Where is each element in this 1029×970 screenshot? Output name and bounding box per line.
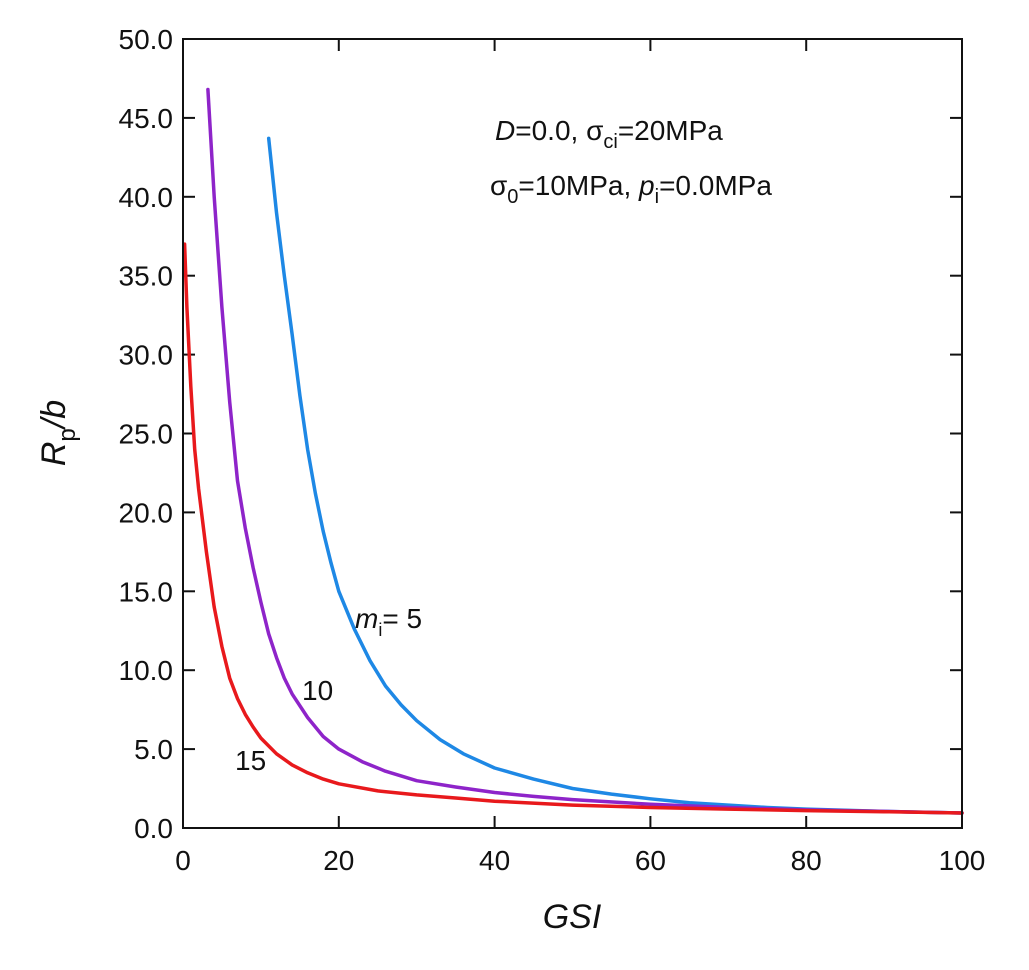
- annotation-d-value: =0.0,: [515, 115, 586, 146]
- y-axis-title-sub: p: [54, 428, 81, 441]
- y-tick-label-25: 25.0: [119, 419, 174, 450]
- series-line-mi-10: [206, 87, 964, 815]
- y-tick-label-10: 10.0: [119, 655, 174, 686]
- annotation-sigma-0-sub: 0: [507, 186, 518, 208]
- annotation-d-symbol: D: [495, 115, 515, 146]
- annotation-p-value: =0.0MPa: [659, 170, 772, 201]
- y-tick-label-50: 50.0: [119, 24, 174, 55]
- x-tick-label-0: 0: [175, 845, 191, 876]
- annotation-p-symbol: p: [638, 170, 655, 201]
- tick-labels-layer: 0 20 40 60 80 1000.05.010.015.020.025.030.035…: [119, 24, 986, 876]
- y-tick-label-15: 15.0: [119, 576, 174, 607]
- y-tick-label-35: 35.0: [119, 261, 174, 292]
- series-layer: [182, 87, 964, 815]
- series-label-mi-5: mi= 5: [355, 603, 422, 640]
- x-tick-label-40: 40: [479, 845, 510, 876]
- annotation-line-2: σ0=10MPa, pi=0.0MPa: [490, 170, 772, 208]
- y-axis-title: Rp/b: [35, 400, 81, 466]
- annotation-sigma-0-value: =10MPa,: [518, 170, 639, 201]
- annotation-sigma-0: σ: [490, 170, 507, 201]
- y-axis-title-tail: /b: [35, 400, 73, 430]
- series-label-15: 15: [235, 745, 266, 776]
- y-tick-label-20: 20.0: [119, 497, 174, 528]
- annotation-p-sub: i: [655, 186, 659, 208]
- x-axis-title: GSI: [543, 898, 602, 936]
- annotation-line-1: D=0.0, σci=20MPa: [495, 115, 723, 153]
- series-line-mi-5: [266, 136, 964, 815]
- y-axis-title-r: R: [35, 442, 73, 467]
- x-tick-label-60: 60: [635, 845, 666, 876]
- y-tick-label-40: 40.0: [119, 182, 174, 213]
- x-tick-label-100: 100: [939, 845, 986, 876]
- annotation-sigma-ci-sub: ci: [603, 131, 617, 153]
- y-tick-label-30: 30.0: [119, 340, 174, 371]
- x-tick-label-20: 20: [323, 845, 354, 876]
- ticks-layer: [182, 38, 963, 829]
- y-tick-label-45: 45.0: [119, 103, 174, 134]
- series-label-10: 10: [302, 675, 333, 706]
- series-label-5: = 5: [382, 603, 422, 634]
- annotation-sigma-ci: σ: [586, 115, 603, 146]
- plot-frame: [182, 38, 963, 829]
- series-line-mi-15: [182, 242, 964, 815]
- y-tick-label-5: 5.0: [134, 734, 173, 765]
- series-label-m: m: [355, 603, 378, 634]
- annotation-sigma-ci-value: =20MPa: [618, 115, 723, 146]
- x-tick-label-80: 80: [791, 845, 822, 876]
- y-tick-label-0: 0.0: [134, 813, 173, 844]
- series-label-i-sub: i: [378, 620, 382, 640]
